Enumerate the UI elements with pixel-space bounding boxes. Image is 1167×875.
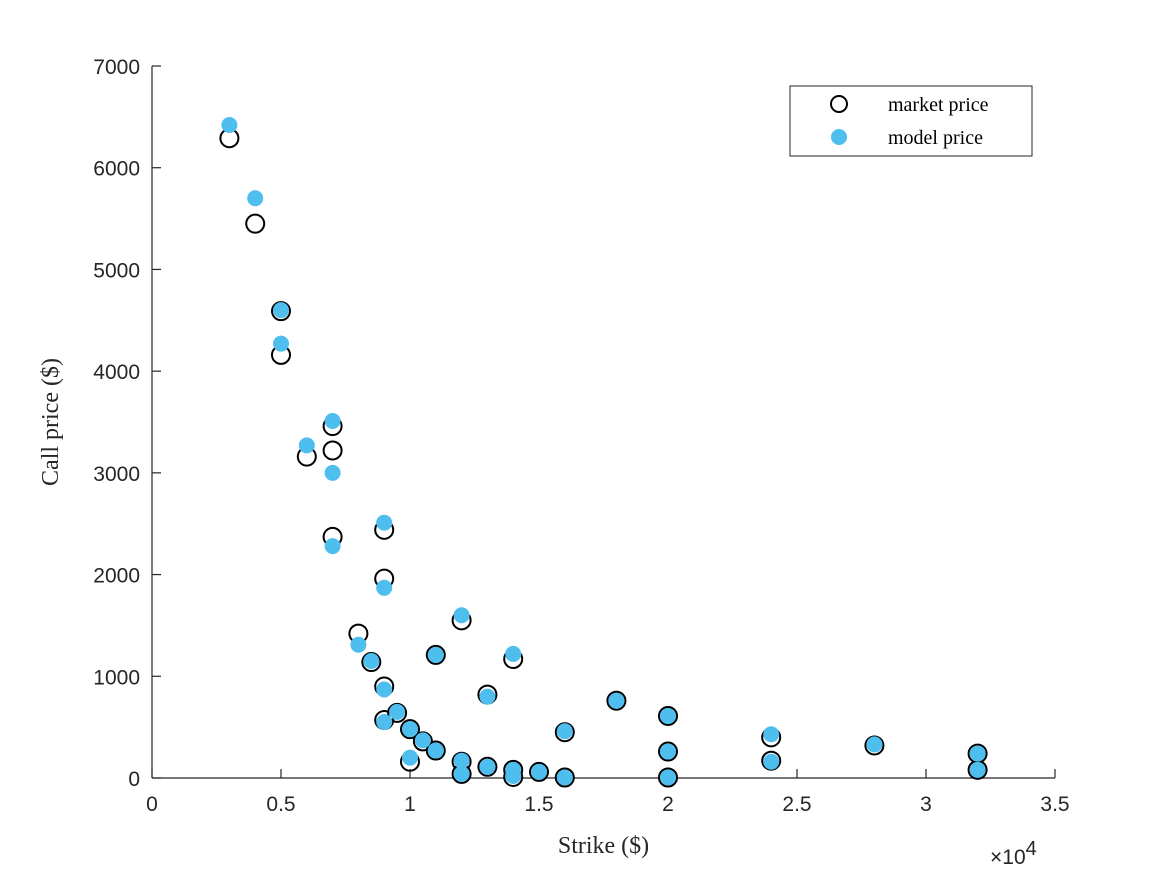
- model-price-point: [350, 636, 367, 653]
- model-price-point: [427, 646, 444, 663]
- model-price-point: [556, 723, 573, 740]
- market-price-point: [477, 756, 498, 777]
- model-price-point: [660, 743, 676, 760]
- y-tick-label: 0: [128, 768, 140, 791]
- y-tick-label: 4000: [93, 361, 140, 384]
- model-price-point: [324, 412, 341, 429]
- model-price-point: [505, 645, 522, 662]
- x-axis-exponent-base: ×10: [990, 846, 1026, 869]
- y-tick-label: 2000: [93, 565, 140, 588]
- model-price-point: [866, 736, 883, 753]
- market-price-point: [529, 761, 549, 782]
- market-price-point: [554, 767, 575, 788]
- model-price-point: [273, 302, 289, 319]
- model-price-point: [969, 745, 986, 762]
- model-price-point: [402, 749, 418, 766]
- market-price-point: [245, 213, 266, 234]
- model-price-point: [531, 763, 547, 780]
- model-price-point: [402, 721, 418, 738]
- model-price-point: [453, 752, 470, 769]
- y-tick-label: 3000: [93, 463, 140, 486]
- model-price-point: [660, 769, 676, 786]
- market-price-point: [400, 719, 420, 740]
- x-tick-label: 1: [404, 793, 416, 816]
- model-price-point: [324, 538, 341, 555]
- market-price-point: [658, 705, 678, 726]
- model-price-point: [453, 607, 470, 624]
- model-price-point: [363, 653, 380, 670]
- market-price-point: [658, 741, 678, 762]
- model-price-point: [479, 688, 496, 705]
- model-price-point: [389, 703, 406, 720]
- legend-market-marker: [830, 95, 848, 113]
- model-price-point: [221, 116, 238, 133]
- legend-entry-label: market price: [888, 94, 989, 116]
- x-tick-label: 2.5: [782, 793, 811, 816]
- market-price-point: [425, 740, 446, 761]
- x-tick-label: 0: [146, 793, 158, 816]
- market-price-point: [658, 767, 678, 788]
- model-price-point: [376, 714, 393, 731]
- axes: [151, 66, 1055, 779]
- x-axis-label: Strike ($): [558, 833, 649, 859]
- model-price-point: [453, 765, 470, 782]
- model-price-point: [556, 769, 573, 786]
- model-price-point: [298, 437, 315, 454]
- market-price-point: [425, 644, 446, 665]
- model-price-point: [376, 514, 393, 531]
- model-price-point: [479, 758, 496, 775]
- data-points: [219, 116, 988, 788]
- x-tick-label: 2: [662, 793, 674, 816]
- y-tick-label: 7000: [93, 56, 140, 79]
- x-tick-label: 3.5: [1040, 793, 1069, 816]
- model-price-point: [247, 190, 264, 207]
- legend-entry-label: model price: [888, 127, 983, 149]
- model-price-point: [273, 335, 289, 352]
- model-price-point: [376, 681, 393, 698]
- x-tick-label: 3: [920, 793, 932, 816]
- legend: market price model price: [789, 85, 1033, 157]
- x-tick-label: 1.5: [524, 793, 553, 816]
- legend-model-marker: [831, 129, 847, 145]
- y-tick-label: 6000: [93, 158, 140, 181]
- x-tick-label: 0.5: [266, 793, 295, 816]
- model-price-point: [660, 707, 676, 724]
- x-axis-exponent-power: 4: [1026, 838, 1037, 860]
- model-price-point: [608, 692, 625, 709]
- market-price-point: [322, 440, 343, 461]
- model-price-point: [969, 761, 986, 778]
- model-price-point: [376, 579, 393, 596]
- y-tick-label: 5000: [93, 259, 140, 282]
- market-price-point: [606, 690, 627, 711]
- y-tick-label: 1000: [93, 666, 140, 689]
- ticks: 0 0.5 1 1.5 2 2.5 3 3.5 0 1000 2000 3000 4000 5000 600…: [93, 56, 1069, 816]
- model-price-point: [427, 742, 444, 759]
- legend-box: [789, 85, 1033, 157]
- model-price-point: [324, 464, 341, 481]
- model-price-point: [414, 732, 431, 749]
- x-axis-exponent: ×104: [990, 838, 1037, 869]
- y-axis-label: Call price ($): [38, 358, 64, 486]
- model-price-point: [505, 767, 522, 784]
- model-price-point: [763, 753, 780, 770]
- model-price-point: [763, 726, 780, 743]
